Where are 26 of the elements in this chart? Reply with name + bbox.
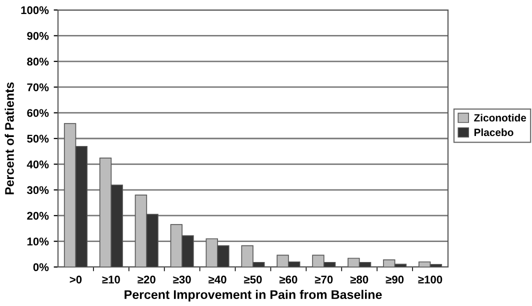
x-tick-label: ≥50 xyxy=(244,276,262,284)
y-tick-label: 80% xyxy=(27,58,49,66)
y-tick-label: 50% xyxy=(27,134,49,143)
x-axis-title: Percent Improvement in Pain from Baseline xyxy=(124,290,382,302)
y-tick-label: 10% xyxy=(27,238,49,246)
y-tick-label: 100% xyxy=(21,6,49,14)
y-axis-title: Percent of Patients xyxy=(4,82,14,194)
y-tick-label: 90% xyxy=(27,32,49,40)
legend-label: Ziconotide xyxy=(474,114,526,122)
x-tick-label: ≥10 xyxy=(102,276,120,284)
x-tick-label: ≥70 xyxy=(314,276,333,284)
y-tick-label: 70% xyxy=(27,83,49,92)
x-tick-label: ≥40 xyxy=(208,276,226,284)
y-tick-label: 0% xyxy=(33,263,49,272)
y-tick-label: 40% xyxy=(26,160,49,168)
x-tick-label: ≥20 xyxy=(138,276,156,284)
x-tick-label: ≥90 xyxy=(386,276,404,284)
x-tick-label: ≥30 xyxy=(173,276,191,284)
y-tick-label: 30% xyxy=(26,186,49,194)
x-tick-label: ≥60 xyxy=(279,276,298,284)
x-tick-label: ≥100 xyxy=(418,276,442,284)
y-tick-label: 60% xyxy=(27,109,49,117)
y-tick-label: 20% xyxy=(27,212,49,220)
x-tick-label: ≥80 xyxy=(350,276,368,284)
x-tick-label: >0 xyxy=(70,276,82,284)
legend-label: Placebo xyxy=(474,128,514,136)
